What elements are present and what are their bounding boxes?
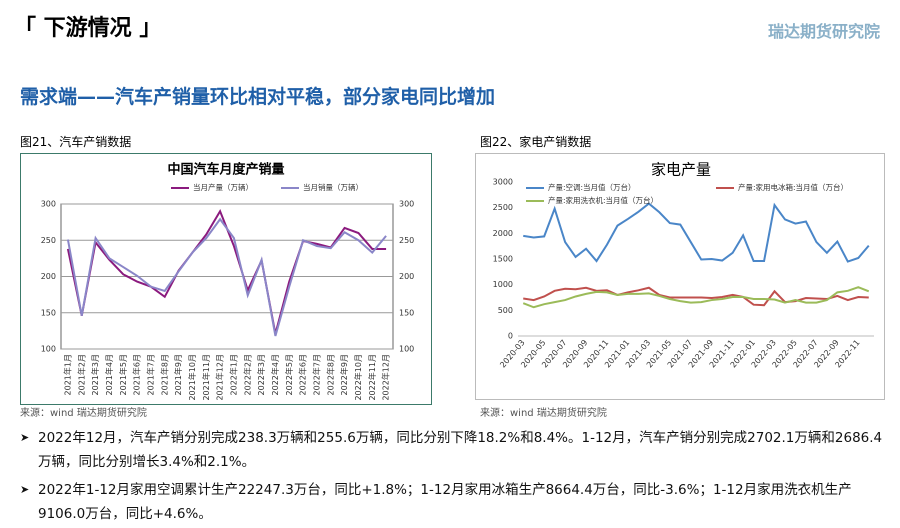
series-line bbox=[66, 217, 387, 337]
y-tick-label: 2500 bbox=[493, 203, 513, 212]
x-tick-label: 2022年12月 bbox=[381, 354, 391, 401]
x-tick-label: 2021年6月 bbox=[132, 354, 142, 395]
legend-label: 产量:空调:当月值（万台） bbox=[548, 182, 636, 192]
x-tick-label: 2022年11月 bbox=[367, 354, 377, 401]
caption: 图21、汽车产销数据 bbox=[20, 135, 132, 149]
y-tick-label: 1500 bbox=[493, 255, 513, 264]
x-tick-label: 2022年2月 bbox=[242, 354, 252, 395]
x-tick-label: 2021年4月 bbox=[104, 354, 114, 395]
source: 来源：wind 瑞达期货研究院 bbox=[480, 408, 607, 419]
y2-tick-label: 150 bbox=[399, 308, 414, 317]
x-tick-label: 2021年3月 bbox=[90, 354, 100, 395]
y-tick-label: 100 bbox=[41, 345, 56, 354]
series-line bbox=[522, 286, 870, 309]
x-tick-label: 2022年3月 bbox=[256, 354, 266, 395]
series-line bbox=[523, 286, 869, 307]
x-tick-label: 2022年1月 bbox=[228, 354, 238, 395]
x-tick-label: 2022年8月 bbox=[325, 354, 335, 395]
bullet: 2022年1-12月家用空调累计生产22247.3万台，同比+1.8%；1-12… bbox=[20, 478, 888, 526]
series-line bbox=[523, 202, 870, 263]
x-tick-label: 2021年11月 bbox=[201, 354, 211, 401]
y2-tick-label: 300 bbox=[399, 200, 414, 209]
bullet: 2022年12月，汽车产销分别完成238.3万辆和255.6万辆，同比分别下降1… bbox=[20, 426, 888, 474]
x-tick-label: 2021年5月 bbox=[118, 354, 128, 395]
y-tick-label: 150 bbox=[41, 308, 56, 317]
y-tick-label: 250 bbox=[41, 236, 56, 245]
x-tick-label: 2022年4月 bbox=[270, 354, 280, 395]
x-tick-label: 2022年5月 bbox=[284, 354, 294, 395]
y-tick-label: 300 bbox=[41, 200, 56, 209]
y-tick-label: 2000 bbox=[493, 229, 513, 238]
x-tick-label: 2022年9月 bbox=[339, 354, 349, 395]
legend-label: 产量:家用电冰箱:当月值（万台） bbox=[738, 182, 848, 192]
y-tick-label: 200 bbox=[41, 272, 56, 281]
x-tick-label: 2022年10月 bbox=[353, 354, 363, 401]
x-tick-label: 2021年12月 bbox=[215, 354, 225, 401]
x-tick-label: 2022年7月 bbox=[311, 354, 321, 395]
y2-tick-label: 250 bbox=[399, 236, 414, 245]
legend-label: 当月销量（万辆） bbox=[303, 182, 363, 192]
x-tick-label: 2021年2月 bbox=[76, 354, 86, 395]
y-tick-label: 0 bbox=[508, 332, 513, 341]
y-tick-label: 500 bbox=[498, 306, 513, 315]
x-tick-label: 2021年8月 bbox=[159, 354, 169, 395]
y2-tick-label: 100 bbox=[399, 345, 414, 354]
y-tick-label: 1000 bbox=[493, 280, 513, 289]
y2-tick-label: 200 bbox=[399, 272, 414, 281]
chart: 家电产量0500100015002000250030002020-032020-… bbox=[475, 153, 885, 400]
source: 来源：wind 瑞达期货研究院 bbox=[20, 408, 147, 419]
legend-label: 当月产量（万辆） bbox=[193, 182, 253, 192]
heading: 需求端——汽车产销量环比相对平稳，部分家电同比增加 bbox=[20, 86, 496, 108]
x-tick-label: 2021年1月 bbox=[62, 354, 72, 395]
y-tick-label: 3000 bbox=[493, 178, 513, 187]
legend-label: 产量:家用洗衣机:当月值（万台） bbox=[548, 195, 658, 205]
chart-title: 家电产量 bbox=[651, 161, 711, 179]
chart-title: 中国汽车月度产销量 bbox=[167, 162, 284, 178]
logo: 瑞达期货研究院 bbox=[768, 22, 881, 41]
caption: 图22、家电产销数据 bbox=[480, 135, 592, 149]
x-tick-label: 2021年10月 bbox=[187, 354, 197, 401]
x-tick-label: 2021年9月 bbox=[173, 354, 183, 395]
x-tick-label: 2021年7月 bbox=[145, 354, 155, 395]
section-title: 「 下游情况 」 bbox=[14, 16, 162, 41]
chart: 中国汽车月度产销量 100 150 200 250 300 100 150 200 250 300 2… bbox=[20, 153, 432, 405]
x-tick-label: 2022年6月 bbox=[298, 354, 308, 395]
